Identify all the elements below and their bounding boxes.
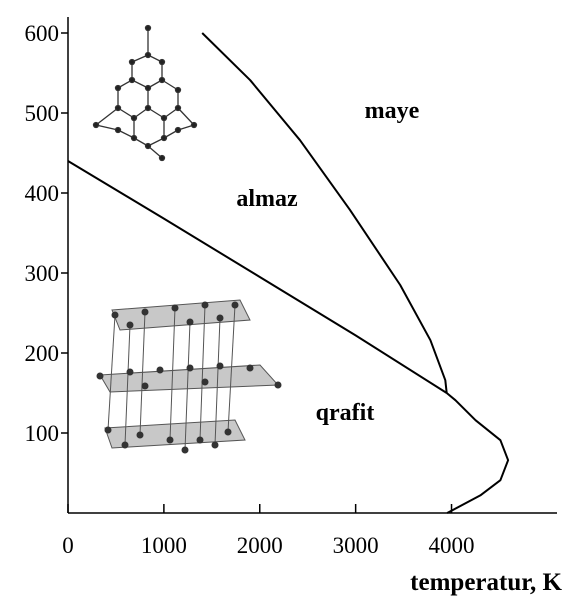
y-tick-label: 300 <box>25 261 60 286</box>
x-tick-label: 0 <box>62 533 74 558</box>
x-axis-title: temperatur, K <box>410 569 562 596</box>
x-tick-label: 2000 <box>237 533 283 558</box>
y-tick-label: 200 <box>25 341 60 366</box>
phase-boundary <box>67 160 448 394</box>
y-tick-label: 100 <box>25 421 60 446</box>
phase-boundary <box>446 392 510 514</box>
region-label: qrafit <box>316 400 375 426</box>
x-tick-label: 4000 <box>429 533 475 558</box>
region-label: almaz <box>236 186 298 212</box>
y-tick-label: 500 <box>25 101 60 126</box>
region-label: maye <box>365 98 420 124</box>
x-tick-label: 3000 <box>333 533 379 558</box>
y-tick-label: 400 <box>25 181 60 206</box>
y-tick-label: 600 <box>25 21 60 46</box>
graphite-structure <box>96 299 282 454</box>
phase-boundary <box>201 32 448 394</box>
x-tick-label: 1000 <box>141 533 187 558</box>
diamond-structure <box>92 24 198 162</box>
